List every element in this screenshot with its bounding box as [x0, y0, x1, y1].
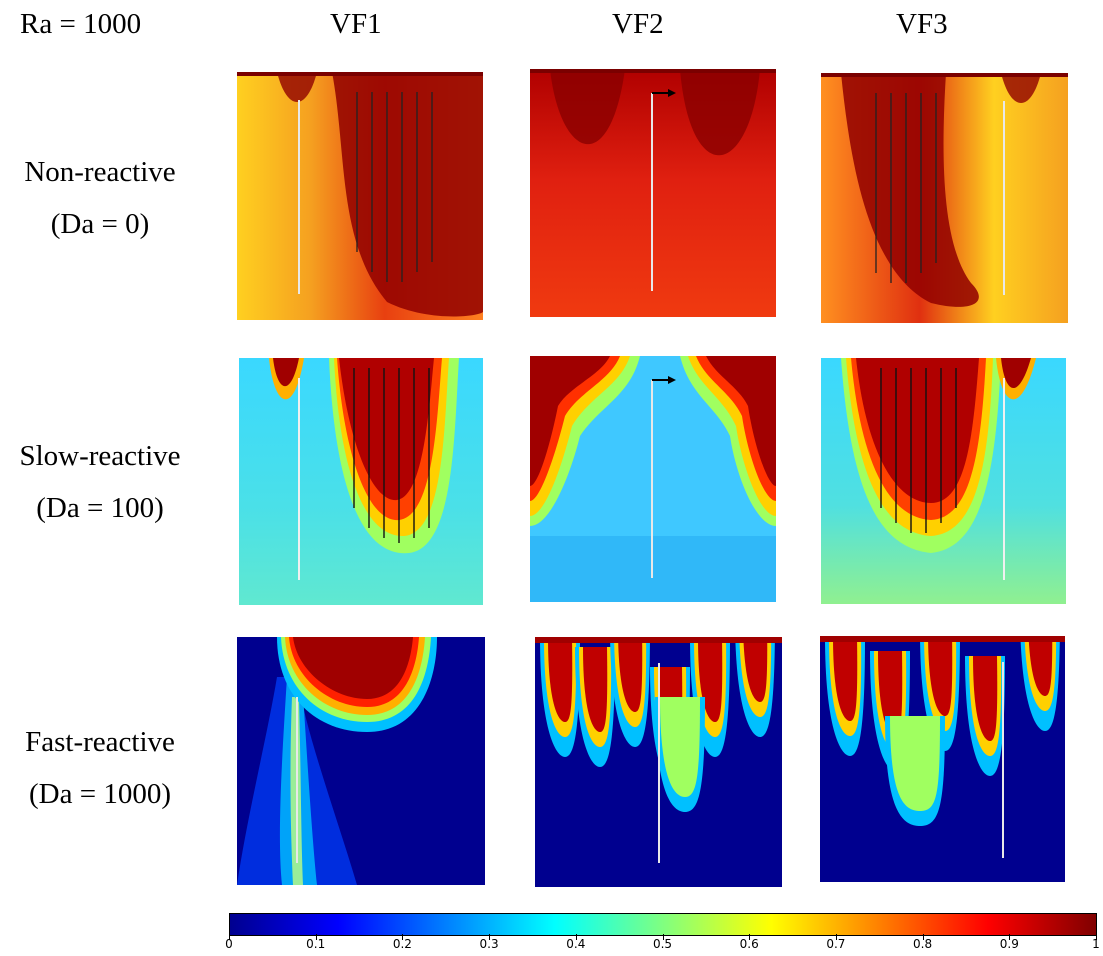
row-label-slow-reactive: Slow-reactive (Da = 100) — [0, 430, 200, 534]
colorbar-tick — [922, 934, 924, 940]
row-label-line1: Slow-reactive — [19, 440, 181, 472]
panel-vf1-slow-reactive — [239, 358, 483, 605]
colorbar-tick-label: 0.8 — [913, 937, 933, 951]
colorbar-tick — [402, 934, 404, 940]
column-header-vf1: VF1 — [330, 8, 382, 40]
row-label-line1: Fast-reactive — [25, 726, 175, 758]
panel-vf2-non-reactive — [530, 69, 776, 317]
panel-vf3-slow-reactive — [821, 358, 1066, 604]
panel-vf2-slow-reactive — [530, 356, 776, 602]
colorbar-tick — [662, 934, 664, 940]
colorbar-tick-label: 0.2 — [392, 937, 412, 951]
colorbar-tick — [1096, 934, 1097, 940]
row-label-line2: (Da = 1000) — [29, 778, 171, 810]
colorbar-tick-label: 0.5 — [652, 937, 673, 951]
rayleigh-number-label: Ra = 1000 — [20, 8, 142, 40]
colorbar-tick-label: 0 — [225, 937, 233, 951]
colorbar-tick — [835, 934, 837, 940]
colorbar-tick-label: 0.4 — [566, 937, 586, 951]
panel-vf1-non-reactive — [237, 72, 483, 320]
colorbar-tick-label: 0.9 — [999, 937, 1019, 951]
panel-vf3-non-reactive — [821, 73, 1068, 323]
colorbar-tick — [1009, 934, 1011, 940]
row-label-line1: Non-reactive — [24, 156, 176, 188]
row-label-line2: (Da = 0) — [50, 208, 150, 240]
colorbar-tick — [749, 934, 751, 940]
colorbar-tick-label: 0.7 — [826, 937, 846, 951]
column-header-vf2: VF2 — [612, 8, 664, 40]
panel-vf2-fast-reactive — [535, 637, 782, 887]
colorbar — [229, 913, 1097, 936]
row-label-fast-reactive: Fast-reactive (Da = 1000) — [0, 716, 200, 820]
colorbar-tick-label: 0.1 — [306, 937, 326, 951]
colorbar-tick — [489, 934, 491, 940]
colorbar-tick-label: 0.3 — [479, 937, 499, 951]
colorbar-tick — [315, 934, 317, 940]
colorbar-tick — [575, 934, 577, 940]
panel-vf3-fast-reactive — [820, 636, 1065, 882]
colorbar-tick-label: 1 — [1092, 937, 1100, 951]
colorbar-tick-label: 0.6 — [739, 937, 759, 951]
row-label-line2: (Da = 100) — [36, 492, 164, 524]
colorbar-tick — [229, 934, 230, 940]
row-label-non-reactive: Non-reactive (Da = 0) — [0, 146, 200, 250]
panel-vf1-fast-reactive — [237, 637, 485, 885]
column-header-vf3: VF3 — [896, 8, 948, 40]
